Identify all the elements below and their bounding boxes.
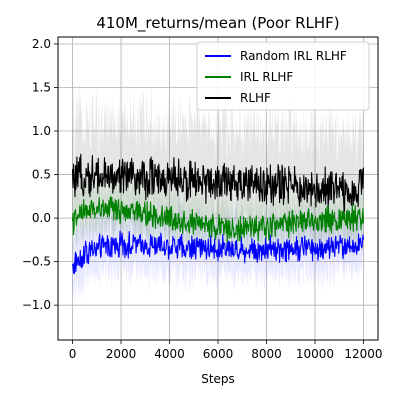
x-axis-label: Steps <box>201 372 235 386</box>
x-tick-label: 4000 <box>154 347 185 361</box>
series-line <box>71 196 365 243</box>
y-tick-label: −0.5 <box>22 255 51 269</box>
x-tick-label: 12000 <box>344 347 382 361</box>
legend-label: RLHF <box>240 91 271 105</box>
y-tick-label: 1.5 <box>32 81 51 95</box>
y-tick-label: 2.0 <box>32 37 51 51</box>
x-tick-label: 0 <box>69 347 77 361</box>
y-tick-label: 1.0 <box>32 124 51 138</box>
legend-box <box>196 41 370 111</box>
series-line <box>71 230 365 275</box>
legend-label: Random IRL RLHF <box>240 49 347 63</box>
x-tick-label: 8000 <box>251 347 282 361</box>
series-lines <box>71 153 365 275</box>
y-tick-label: 0.0 <box>32 211 51 225</box>
x-tick-label: 2000 <box>106 347 137 361</box>
y-axis-ticks: −1.0 −0.5 0.0 0.5 1.0 1.5 2.0 <box>22 37 58 312</box>
chart-title: 410M_returns/mean (Poor RLHF) <box>96 14 339 33</box>
legend-label: IRL RLHF <box>240 70 293 84</box>
x-axis-ticks: 0 2000 4000 6000 8000 10000 12000 <box>69 340 383 361</box>
x-tick-label: 6000 <box>203 347 234 361</box>
series-line <box>71 153 365 213</box>
x-tick-label: 10000 <box>296 347 334 361</box>
y-tick-label: −1.0 <box>22 298 51 312</box>
legend: Random IRL RLHF IRL RLHF RLHF <box>196 41 370 111</box>
y-tick-label: 0.5 <box>32 168 51 182</box>
